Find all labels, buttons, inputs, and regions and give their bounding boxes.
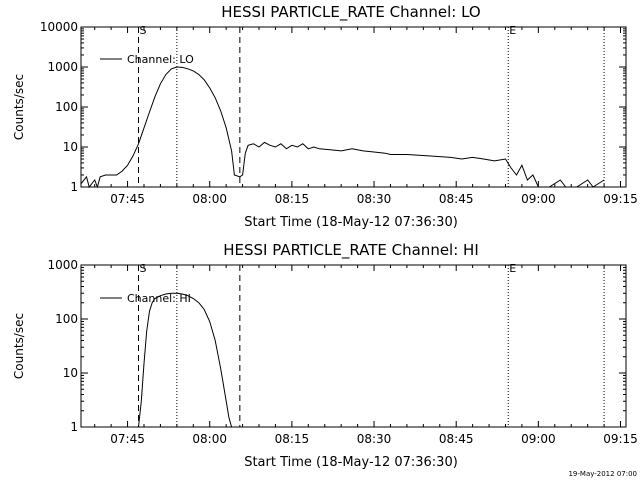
hi-plot-frame — [80, 264, 627, 428]
hi-x-tick-label: 08:30 — [357, 432, 392, 446]
lo-y-axis-label: Counts/sec — [12, 74, 26, 140]
hi-y-tick-label: 10 — [63, 366, 78, 380]
lo-x-tick-label: 08:30 — [357, 192, 392, 206]
lo-marker-label: E — [509, 24, 516, 37]
lo-y-tick-label: 100 — [55, 100, 78, 114]
lo-legend-label: Channel: LO — [127, 53, 194, 66]
lo-y-tick-label: 10000 — [40, 20, 78, 34]
hi-marker-label: S — [140, 262, 147, 275]
lo-x-tick-label: 08:15 — [275, 192, 310, 206]
lo-x-tick-label: 08:45 — [439, 192, 474, 206]
lo-channel-panel: HESSI PARTICLE_RATE Channel: LO Counts/s… — [12, 3, 638, 230]
lo-x-tick-label: 09:15 — [603, 192, 638, 206]
hi-x-tick-label: 08:45 — [439, 432, 474, 446]
lo-y-tick-label: 1 — [70, 180, 78, 194]
hi-y-tick-label: 1000 — [47, 258, 78, 272]
lo-chart-title: HESSI PARTICLE_RATE Channel: LO — [221, 3, 480, 22]
lo-y-tick-label: 10 — [63, 140, 78, 154]
hi-x-tick-label: 09:15 — [603, 432, 638, 446]
hi-channel-panel: HESSI PARTICLE_RATE Channel: HI Counts/s… — [12, 241, 638, 470]
lo-plot-frame — [80, 26, 627, 188]
lo-x-tick-label: 08:00 — [192, 192, 227, 206]
lo-y-tick-label: 1000 — [47, 60, 78, 74]
hi-chart-title: HESSI PARTICLE_RATE Channel: HI — [223, 241, 479, 260]
hi-legend-label: Channel: HI — [127, 292, 191, 305]
plot-timestamp: 19-May-2012 07:00 — [568, 470, 637, 478]
hi-x-axis-label: Start Time (18-May-12 07:36:30) — [244, 455, 458, 470]
lo-x-tick-label: 07:45 — [110, 192, 145, 206]
hi-x-tick-label: 09:00 — [521, 432, 556, 446]
hi-y-axis-label: Counts/sec — [12, 313, 26, 379]
lo-series-line — [80, 66, 605, 189]
lo-marker-label: S — [140, 24, 147, 37]
hi-axis-ticks: 07:45 08:00 08:15 08:30 08:45 09:00 09:15 1 10 10… — [47, 258, 637, 446]
hi-y-tick-label: 100 — [55, 312, 78, 326]
hi-marker-label: E — [509, 262, 516, 275]
hi-x-tick-label: 07:45 — [110, 432, 145, 446]
hi-y-tick-label: 1 — [70, 420, 78, 434]
lo-axis-ticks: 07:45 08:00 08:15 08:30 08:45 09:00 09:15 1 10 10… — [40, 20, 638, 206]
hi-x-tick-label: 08:15 — [275, 432, 310, 446]
hi-x-tick-label: 08:00 — [192, 432, 227, 446]
lo-x-axis-label: Start Time (18-May-12 07:36:30) — [244, 215, 458, 230]
lo-x-tick-label: 09:00 — [521, 192, 556, 206]
hi-series-line — [138, 292, 233, 428]
